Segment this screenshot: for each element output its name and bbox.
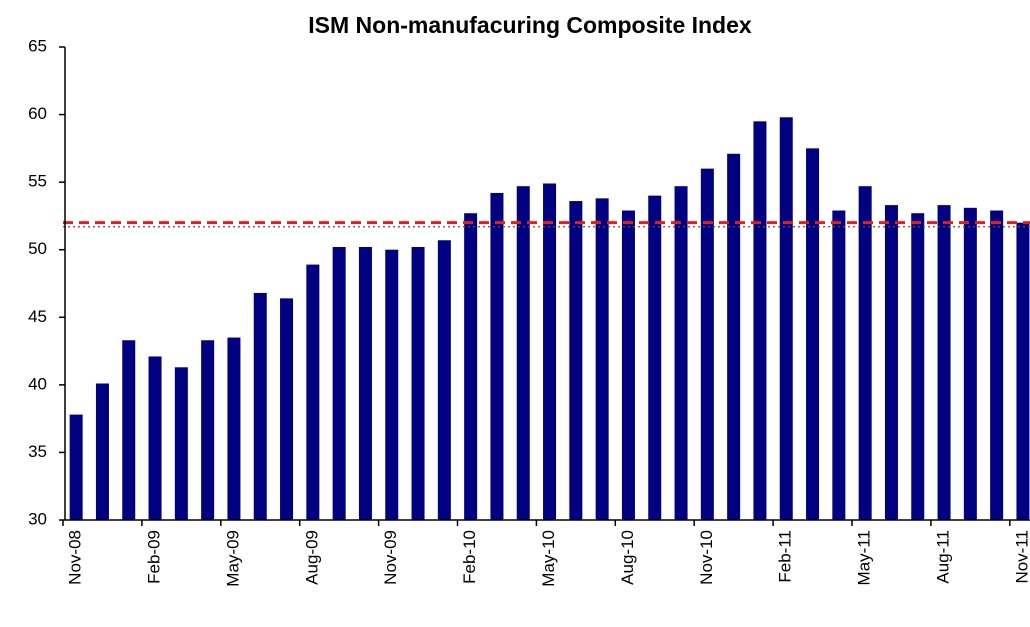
- bar: [385, 249, 399, 520]
- bar: [201, 340, 215, 520]
- bar: [727, 153, 741, 520]
- bar: [543, 183, 557, 520]
- bar: [69, 414, 83, 520]
- y-tick-label: 45: [28, 307, 47, 326]
- bar: [648, 195, 662, 520]
- bar: [911, 213, 925, 520]
- x-tick-label: Aug-09: [302, 530, 321, 585]
- bar: [464, 213, 478, 520]
- x-tick-label: Aug-10: [618, 530, 637, 585]
- bar: [174, 367, 188, 520]
- x-tick-label: Feb-09: [145, 530, 164, 584]
- x-tick-label: Aug-11: [934, 530, 953, 584]
- x-tick-label: Feb-11: [776, 530, 795, 583]
- bar: [516, 186, 530, 520]
- y-tick-label: 65: [28, 36, 47, 55]
- bar: [280, 298, 294, 520]
- bar: [411, 247, 425, 521]
- bar: [437, 240, 451, 521]
- bar: [148, 356, 162, 520]
- bar: [884, 205, 898, 521]
- bar: [621, 210, 635, 520]
- bar: [95, 383, 109, 520]
- bar: [358, 247, 372, 521]
- x-tick-label: Feb-10: [460, 530, 479, 584]
- bar: [569, 201, 583, 520]
- y-tick-label: 55: [28, 172, 47, 191]
- x-tick-label: May-10: [539, 530, 558, 587]
- y-tick-label: 30: [28, 509, 47, 528]
- x-tick-label: Nov-11: [1012, 530, 1030, 584]
- bar: [937, 205, 951, 521]
- bar: [832, 210, 846, 520]
- bar: [1016, 222, 1030, 520]
- bar: [779, 117, 793, 520]
- bar: [963, 207, 977, 520]
- y-tick-label: 40: [28, 374, 47, 393]
- bar: [806, 148, 820, 520]
- x-tick-label: May-09: [223, 530, 242, 587]
- bar: [332, 247, 346, 521]
- bar: [227, 337, 241, 520]
- y-tick-label: 60: [28, 104, 47, 123]
- bar: [490, 192, 504, 520]
- chart-title: ISM Non-manufacuring Composite Index: [308, 12, 752, 38]
- x-tick-label: May-11: [855, 530, 874, 585]
- bar: [700, 168, 714, 520]
- bar: [122, 340, 136, 520]
- y-tick-label: 35: [28, 442, 47, 461]
- x-tick-label: Nov-08: [66, 530, 85, 585]
- bar: [253, 292, 267, 520]
- bar: [306, 264, 320, 520]
- bar: [753, 121, 767, 520]
- x-tick-label: Nov-09: [381, 530, 400, 585]
- bar: [858, 186, 872, 520]
- bar: [595, 198, 609, 521]
- bar: [674, 186, 688, 520]
- y-tick-label: 50: [28, 239, 47, 258]
- bar: [990, 210, 1004, 520]
- x-tick-label: Nov-10: [697, 530, 716, 585]
